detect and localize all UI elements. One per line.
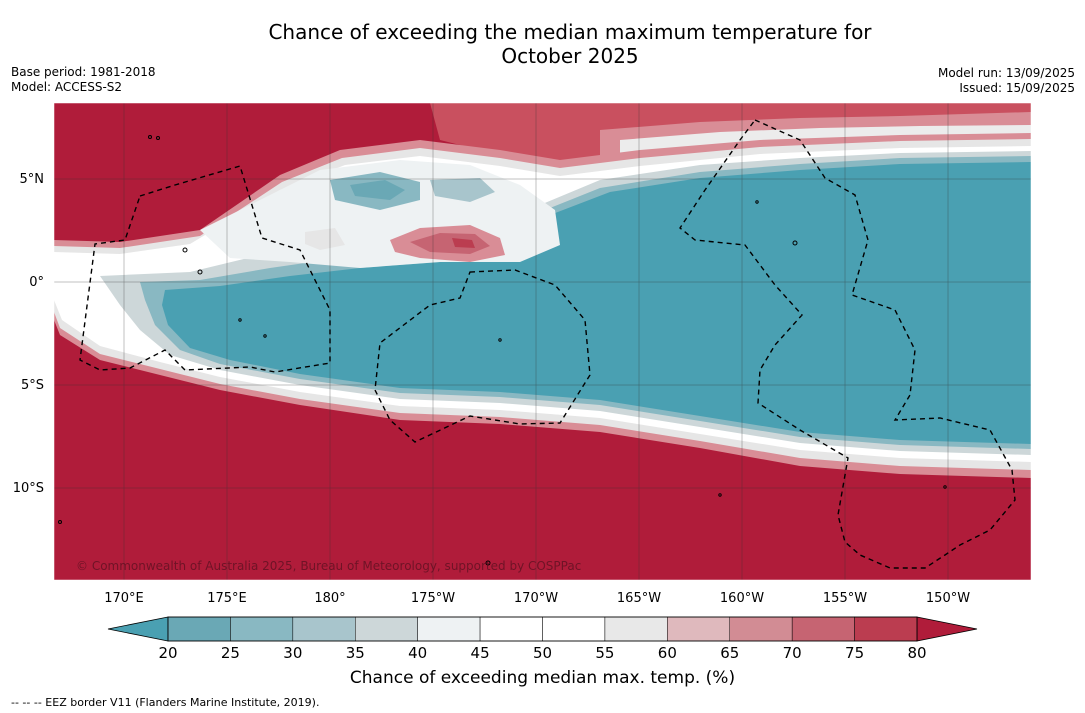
colorbar-frame (167, 616, 918, 642)
north-blob-warm-2 (410, 233, 490, 254)
colorbar-segment-40-45 (417, 616, 481, 642)
colorbar-under-arrow (107, 616, 169, 642)
islands (58, 135, 947, 566)
base-period: Base period: 1981-2018 (11, 65, 156, 79)
lat-label-0: 0° (29, 275, 44, 290)
footnote: -- -- -- EEZ border V11 (Flanders Marine… (11, 696, 320, 709)
issued-date: Issued: 15/09/2025 (959, 81, 1075, 95)
colorbar-tick-20: 20 (158, 644, 177, 662)
colorbar-segment-25-30 (230, 616, 294, 642)
lon-label-165w: 165°W (617, 591, 661, 606)
lon-label-160w: 160°W (720, 591, 764, 606)
eez-border-west (79, 165, 331, 373)
title-line-2: October 2025 (501, 44, 639, 68)
map-frame (53, 102, 1032, 581)
north-blob-cool-2 (350, 180, 405, 200)
eez-border-central (374, 269, 591, 443)
colorbar-segment-75-80 (854, 616, 918, 642)
colorbar: 20 25 30 35 40 45 50 55 60 65 70 75 80 (107, 616, 978, 662)
lon-label-170e: 170°E (104, 591, 144, 606)
title-line-1: Chance of exceeding the median maximum t… (268, 20, 872, 44)
north-blob-warm-3 (452, 238, 475, 248)
north-blob-grey (305, 228, 345, 250)
meta-left: Base period: 1981-2018 Model: ACCESS-S2 (11, 65, 156, 95)
lon-label-170w: 170°W (514, 591, 558, 606)
lon-label-175w: 175°W (411, 591, 455, 606)
colorbar-segments (167, 616, 918, 642)
colorbar-tick-70: 70 (783, 644, 802, 662)
lon-axis: 170°E 175°E 180° 175°W 170°W 165°W 160°W… (104, 591, 970, 606)
eez-borders (79, 119, 1016, 569)
lat-axis: 5°N 0° 5°S 10°S (13, 172, 44, 496)
colorbar-tick-65: 65 (720, 644, 739, 662)
colorbar-ticks: 20 25 30 35 40 45 50 55 60 65 70 75 80 (158, 644, 926, 662)
colorbar-label: Chance of exceeding median max. temp. (%… (349, 668, 736, 688)
map-panel: © Commonwealth of Australia 2025, Bureau… (54, 103, 1031, 580)
lon-label-175e: 175°E (207, 591, 247, 606)
colorbar-tick-35: 35 (346, 644, 365, 662)
colorbar-segment-45-50 (479, 616, 543, 642)
cool-core (162, 162, 1031, 444)
lon-label-155w: 155°W (823, 591, 867, 606)
lon-label-180: 180° (314, 591, 345, 606)
north-blob-cool-3 (430, 178, 495, 202)
colorbar-segment-55-60 (604, 616, 668, 642)
graticule (54, 103, 1031, 580)
colorbar-segment-60-65 (667, 616, 730, 642)
lat-label-10s: 10°S (13, 481, 44, 496)
colorbar-segment-20-25 (167, 616, 231, 642)
colorbar-segment-65-70 (729, 616, 793, 642)
colorbar-segment-30-35 (292, 616, 356, 642)
colorbar-tick-40: 40 (408, 644, 427, 662)
colorbar-over-arrow (916, 616, 978, 642)
colorbar-segment-70-75 (791, 616, 855, 642)
colorbar-tick-80: 80 (907, 644, 926, 662)
colorbar-segment-35-40 (355, 616, 418, 642)
colorbar-tick-25: 25 (221, 644, 240, 662)
lat-label-5s: 5°S (21, 378, 44, 393)
lat-label-5n: 5°N (20, 172, 45, 187)
meta-right: Model run: 13/09/2025 Issued: 15/09/2025 (938, 66, 1075, 96)
colorbar-tick-55: 55 (595, 644, 614, 662)
model-run: Model run: 13/09/2025 (937, 66, 1075, 80)
eez-border-east (679, 119, 1016, 569)
colorbar-tick-50: 50 (533, 644, 552, 662)
copyright-notice: © Commonwealth of Australia 2025, Bureau… (76, 559, 581, 573)
colorbar-tick-75: 75 (845, 644, 864, 662)
colorbar-tick-45: 45 (471, 644, 490, 662)
model-name: Model: ACCESS-S2 (11, 80, 123, 94)
lon-label-150w: 150°W (926, 591, 970, 606)
colorbar-tick-60: 60 (658, 644, 677, 662)
colorbar-segment-50-55 (542, 616, 606, 642)
colorbar-tick-30: 30 (283, 644, 302, 662)
map-title: Chance of exceeding the median maximum t… (190, 20, 950, 68)
